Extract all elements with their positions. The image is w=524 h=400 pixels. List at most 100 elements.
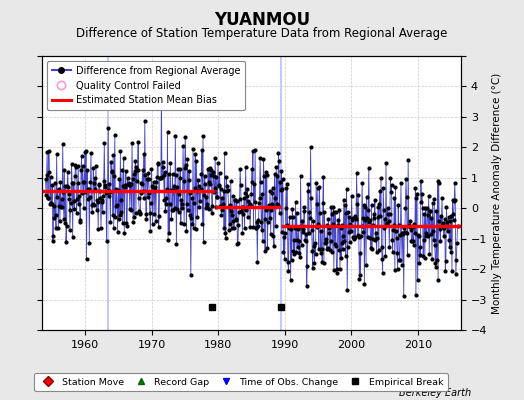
Point [143,176,151,182]
Point [303,188,312,194]
Point [219,201,227,207]
Point [106,189,114,196]
Point [163,128,172,135]
Point [252,225,260,232]
Point [107,169,116,175]
Point [272,163,280,170]
Point [312,200,321,207]
Point [270,243,278,250]
Point [210,189,219,195]
Point [88,209,96,216]
Point [350,236,358,242]
Point [113,228,122,235]
Point [325,230,334,236]
Point [189,146,197,152]
Point [414,232,422,238]
Point [262,206,270,213]
Point [251,147,259,153]
Point [328,210,336,217]
Point [309,218,318,224]
Point [429,199,437,206]
Point [343,287,352,294]
Point [340,238,348,245]
Point [213,194,221,200]
Point [56,178,64,185]
Point [172,172,180,178]
Point [451,197,460,204]
Point [82,256,91,262]
Point [177,197,185,203]
Point [167,216,176,222]
Point [409,237,417,244]
Point [165,230,173,236]
Point [444,214,453,221]
Y-axis label: Monthly Temperature Anomaly Difference (°C): Monthly Temperature Anomaly Difference (… [492,72,501,314]
Point [318,259,326,266]
Point [179,178,188,184]
Point [259,156,268,162]
Point [376,212,385,219]
Point [412,292,420,298]
Text: Difference of Station Temperature Data from Regional Average: Difference of Station Temperature Data f… [77,27,447,40]
Point [436,237,444,244]
Point [42,172,51,178]
Point [211,185,219,192]
Point [311,240,319,246]
Point [372,236,380,243]
Point [241,190,249,196]
Point [277,187,285,193]
Point [169,207,177,214]
Point [377,175,385,181]
Point [163,186,171,192]
Point [384,211,392,217]
Point [374,214,382,220]
Point [270,170,279,177]
Point [443,219,451,225]
Point [307,144,315,150]
Point [225,202,234,208]
Point [179,142,187,149]
Point [349,234,357,240]
Point [113,201,121,208]
Point [181,133,190,140]
Point [254,223,263,230]
Point [44,194,52,201]
Point [353,170,361,176]
Point [74,201,83,207]
Point [80,205,88,211]
Point [105,193,113,200]
Point [347,193,356,200]
Point [294,250,303,256]
Point [288,206,297,212]
Point [226,221,234,228]
Point [196,185,205,192]
Point [360,280,368,287]
Point [299,229,308,236]
Point [450,198,458,204]
Point [112,203,120,209]
Point [339,246,347,252]
Point [453,223,462,229]
Point [337,240,346,246]
Point [46,174,54,181]
Point [355,276,364,282]
Point [398,262,406,268]
Point [53,186,62,193]
Point [290,236,298,243]
Point [118,167,126,174]
Point [212,204,220,210]
Point [64,184,72,190]
Point [267,231,275,238]
Point [240,195,248,202]
Point [420,211,429,217]
Point [150,184,159,191]
Point [250,199,259,205]
Point [155,212,163,219]
Point [120,230,128,236]
Point [367,245,375,252]
Point [372,230,380,237]
Point [159,164,167,170]
Point [67,200,75,206]
Point [75,217,84,223]
Point [423,212,432,218]
